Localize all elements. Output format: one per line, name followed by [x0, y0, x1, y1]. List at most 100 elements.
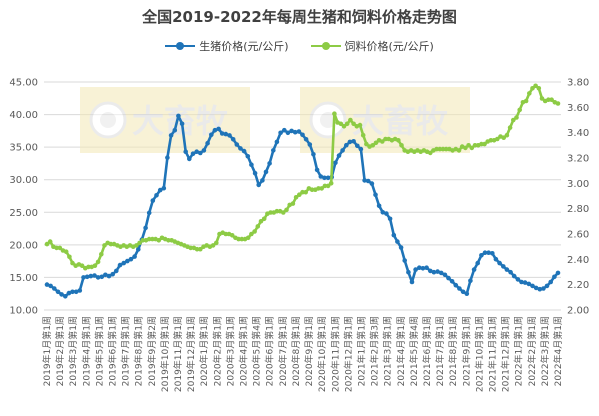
data-point — [300, 189, 305, 195]
data-point — [260, 178, 265, 183]
x-tick-label: 2019年8月第1周 — [133, 316, 145, 386]
data-point — [549, 97, 554, 102]
data-point — [309, 187, 315, 192]
data-point — [245, 235, 251, 241]
data-point — [435, 269, 440, 274]
data-point — [156, 238, 162, 243]
data-point — [114, 268, 119, 274]
data-point — [468, 278, 473, 284]
data-point — [154, 193, 159, 198]
data-point — [318, 174, 324, 179]
data-point — [440, 146, 446, 152]
data-point — [125, 258, 130, 264]
legend-item-pig: 生猪价格(元/公斤) — [165, 38, 289, 54]
data-point — [209, 132, 214, 138]
y2-tick-label: 3.60 — [567, 103, 589, 114]
data-point — [357, 122, 363, 128]
x-tick-label: 2020年3月第1周 — [224, 316, 236, 386]
data-point — [466, 143, 471, 148]
legend-label-feed: 饲料价格(元/公斤) — [344, 40, 434, 53]
data-point — [479, 253, 484, 258]
data-point — [319, 186, 325, 191]
data-point — [229, 233, 235, 238]
data-point — [168, 133, 174, 138]
data-point — [263, 169, 269, 175]
data-point — [292, 129, 298, 135]
data-point — [198, 150, 203, 156]
data-point — [471, 267, 477, 272]
data-point — [443, 146, 449, 152]
data-point — [102, 243, 107, 248]
data-point — [488, 138, 494, 143]
data-point — [544, 283, 550, 289]
data-point — [236, 236, 241, 242]
data-point — [239, 236, 245, 242]
data-point — [322, 183, 328, 189]
data-point — [351, 139, 356, 144]
data-point — [57, 245, 63, 251]
data-point — [511, 273, 517, 279]
data-point — [201, 148, 207, 153]
y2-tick-label: 2.20 — [567, 280, 589, 291]
data-point — [238, 146, 243, 151]
x-tick-label: 2019年1月第1周 — [41, 316, 53, 386]
x-tick-label: 2019年2月第1周 — [54, 316, 66, 386]
data-point — [325, 175, 331, 181]
data-point — [255, 224, 261, 229]
data-point — [413, 267, 418, 272]
data-point — [176, 113, 181, 119]
x-tick-label: 2019年11月第1周 — [172, 316, 184, 392]
data-point — [79, 263, 85, 269]
data-point — [322, 175, 327, 181]
chart-title: 全国2019-2022年每周生猪和饲料价格走势图 — [142, 8, 457, 26]
data-point — [278, 130, 283, 136]
data-point — [395, 239, 400, 244]
data-point — [95, 259, 101, 265]
data-point — [81, 275, 86, 280]
x-tick-label: 2019年3月第1周 — [67, 316, 79, 386]
data-point — [396, 138, 401, 143]
data-point — [387, 216, 393, 222]
data-point — [493, 256, 499, 262]
y2-tick-label: 2.40 — [567, 255, 589, 266]
x-tick-label: 2022年2月第1周 — [526, 316, 538, 386]
data-point — [252, 229, 257, 234]
data-point — [515, 277, 521, 282]
x-tick-label: 2020年11月第1周 — [329, 316, 341, 392]
data-point — [369, 181, 375, 186]
data-point — [449, 279, 455, 284]
data-point — [311, 152, 316, 157]
data-point — [526, 281, 532, 287]
data-point — [59, 292, 64, 297]
y2-tick-label: 3.20 — [567, 154, 589, 165]
data-point — [376, 203, 382, 209]
data-point — [47, 239, 53, 244]
data-point — [117, 262, 123, 268]
data-point — [402, 258, 408, 263]
data-point — [128, 256, 134, 262]
data-point — [84, 274, 90, 280]
y2-tick-label: 2.80 — [567, 204, 589, 215]
data-point — [52, 286, 57, 291]
watermark-logo-dot — [320, 112, 336, 128]
data-point — [214, 240, 219, 246]
data-point — [289, 128, 294, 134]
data-point — [44, 241, 50, 247]
legend-label-pig: 生猪价格(元/公斤) — [199, 40, 289, 53]
data-point — [482, 250, 488, 255]
data-point — [252, 170, 258, 176]
data-point — [63, 249, 69, 254]
data-point — [92, 273, 97, 278]
data-point — [267, 161, 272, 166]
x-tick-label: 2021年12月第1周 — [500, 316, 512, 392]
watermark-2: 大畜牧 — [300, 87, 470, 153]
data-point — [514, 115, 519, 120]
y-tick-label: 10.00 — [9, 306, 38, 317]
data-point — [150, 236, 155, 242]
data-point — [373, 140, 379, 146]
x-tick-label: 2020年9月第1周 — [303, 316, 315, 386]
data-point — [205, 140, 210, 146]
data-point — [194, 246, 200, 252]
data-point — [344, 121, 350, 127]
data-point — [373, 192, 378, 197]
